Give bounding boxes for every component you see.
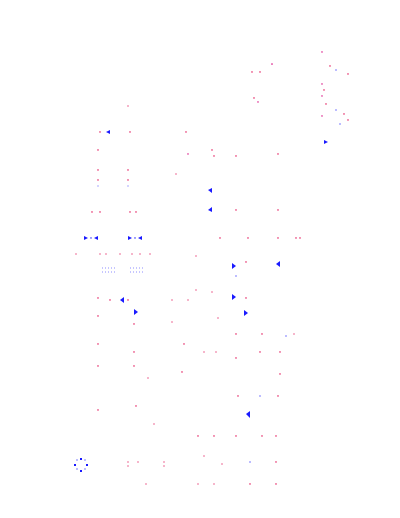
- arrow-left-icon: [106, 130, 110, 134]
- upper-middle-marks: [127, 63, 273, 107]
- left-upper-cluster: [91, 130, 279, 213]
- bottom-cluster: [74, 455, 277, 485]
- arrow-left-icon: [276, 261, 280, 267]
- middle-cluster: [97, 289, 295, 337]
- double-arrow-row: [84, 236, 301, 240]
- arrow-left-icon: [208, 188, 212, 193]
- dotted-rows: [75, 253, 280, 277]
- arrow-right-icon: [324, 140, 328, 144]
- lower-middle-cluster: [97, 343, 281, 437]
- arrow-left-icon: [120, 297, 124, 303]
- arrow-right-icon: [84, 236, 88, 240]
- compass-symbol-icon: [74, 458, 88, 472]
- arrow-right-icon: [232, 294, 236, 300]
- arrow-left-icon: [94, 236, 98, 240]
- arrow-right-icon: [128, 236, 132, 240]
- top-right-marks: [321, 51, 349, 144]
- arrow-right-icon: [244, 310, 248, 316]
- arrow-left-icon: [208, 207, 212, 212]
- arrow-right-icon: [232, 263, 236, 269]
- arrow-left-icon: [138, 236, 142, 240]
- arrow-right-icon: [134, 309, 138, 315]
- arrow-left-icon: [246, 411, 250, 418]
